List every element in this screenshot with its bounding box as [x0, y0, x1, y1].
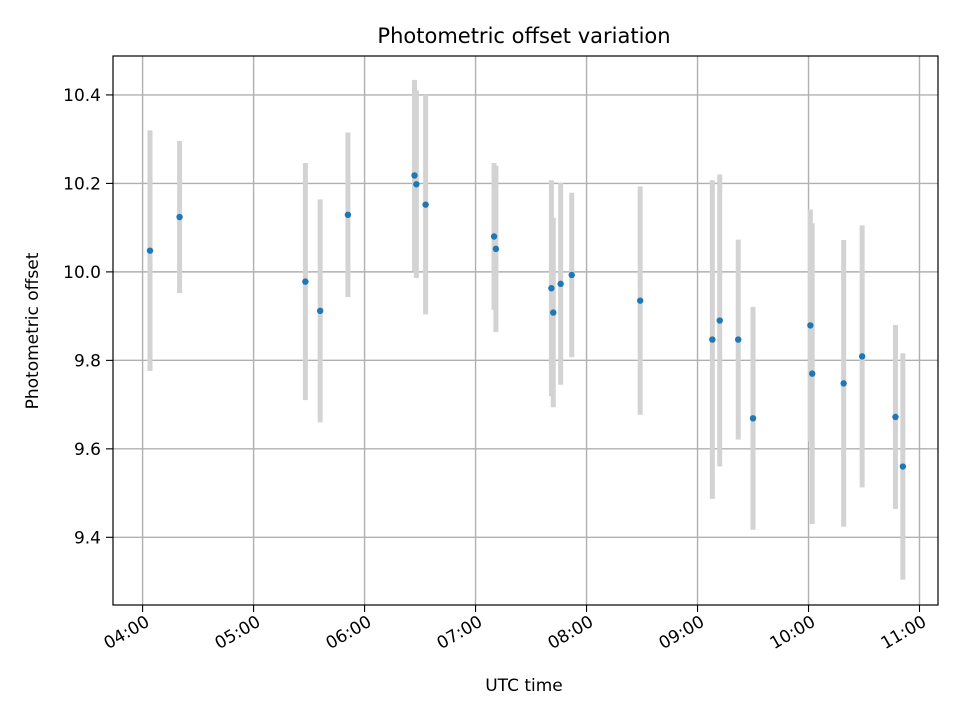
grid [113, 56, 938, 605]
data-point [858, 353, 866, 360]
data-point [413, 181, 420, 188]
data-point [716, 317, 723, 324]
y-tick-label: 10.4 [63, 86, 101, 106]
data-point [709, 336, 716, 343]
data-point [492, 245, 500, 253]
data-point [892, 413, 899, 421]
data-point [749, 415, 757, 422]
y-tick-label: 9.6 [74, 440, 101, 460]
plot-area-frame [112, 55, 939, 606]
data-point [735, 336, 742, 343]
y-axis-label: Photometric offset [23, 252, 43, 409]
data-point [809, 370, 816, 377]
data-point [840, 380, 847, 387]
data-point [548, 285, 555, 292]
data-point [557, 280, 564, 288]
data-point [550, 309, 557, 316]
data-points [146, 172, 907, 470]
data-point [490, 233, 498, 240]
data-point [411, 172, 418, 179]
data-point [899, 463, 907, 470]
data-point [344, 211, 352, 219]
data-point [807, 322, 814, 329]
data-point [422, 201, 429, 208]
data-point [316, 307, 324, 315]
y-tick-label: 9.4 [74, 528, 101, 548]
y-tick-label: 10.2 [63, 174, 101, 194]
x-axis-label: UTC time [485, 676, 563, 696]
data-point [568, 271, 575, 279]
data-point [636, 297, 644, 304]
y-tick-label: 9.8 [74, 351, 101, 371]
data-point [302, 278, 309, 285]
y-tick-label: 10.0 [63, 263, 101, 283]
data-point [146, 247, 154, 254]
chart-title: Photometric offset variation [377, 24, 670, 48]
data-point [176, 213, 183, 221]
